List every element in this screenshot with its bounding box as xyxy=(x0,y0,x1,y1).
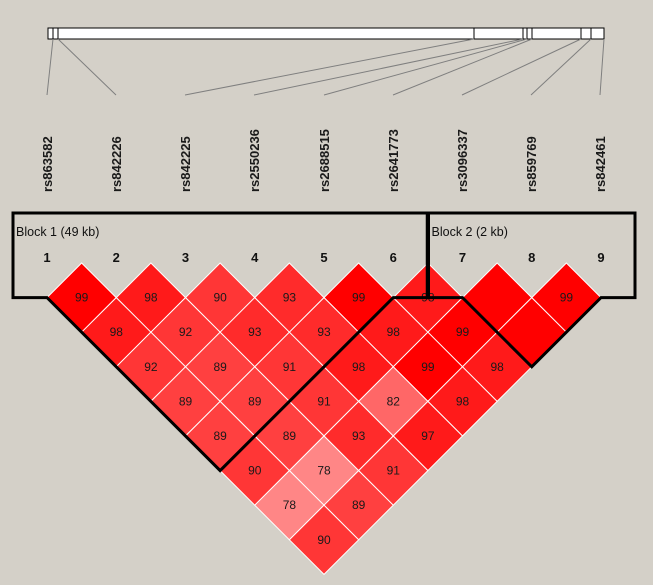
snp-connector xyxy=(323,38,528,96)
ld-cell-value: 89 xyxy=(352,498,366,512)
snp-connector xyxy=(461,38,582,96)
ld-cell-value: 98 xyxy=(387,325,401,339)
ld-cell xyxy=(288,504,360,576)
snp-connector xyxy=(253,38,524,96)
block-outline xyxy=(427,211,637,369)
ld-cell-value: 99 xyxy=(456,325,470,339)
snp-name-label: rs842226 xyxy=(109,136,124,192)
snp-index-label: 8 xyxy=(528,250,535,265)
ld-cell-value: 78 xyxy=(317,464,331,478)
snp-index-label: 5 xyxy=(320,250,327,265)
ld-cell-value: 99 xyxy=(421,360,435,374)
ld-cell-value: 89 xyxy=(248,394,262,408)
ld-cell-value: 98 xyxy=(456,394,470,408)
snp-index-label: 9 xyxy=(597,250,604,265)
snp-connector xyxy=(46,38,54,96)
ld-cell-value: 90 xyxy=(248,464,262,478)
snp-name-label: rs859769 xyxy=(524,136,539,192)
snp-connector xyxy=(599,38,605,96)
snp-name-label: rs2641773 xyxy=(386,129,401,192)
ld-cell-value: 97 xyxy=(421,429,435,443)
snp-index-label: 7 xyxy=(459,250,466,265)
snp-labels: rs863582 rs842226 rs842225 rs2550236 rs26885… xyxy=(40,129,608,192)
chromosome-ruler xyxy=(47,27,605,40)
ruler-bar xyxy=(47,27,605,40)
ld-cells: 99 98 90 93 99 98 99 98 92 93 93 98 99 92 89 91 98 99 98 89… xyxy=(46,262,602,576)
ld-cell-value: 91 xyxy=(387,464,401,478)
ld-cell-value: 78 xyxy=(283,498,297,512)
ld-cell-value: 92 xyxy=(179,325,193,339)
haplotype-blocks: Block 1 (49 kb) Block 2 (2 kb) xyxy=(11,211,637,473)
ld-cell-value: 98 xyxy=(490,360,504,374)
snp-name-label: rs842461 xyxy=(593,136,608,192)
snp-index-label: 2 xyxy=(113,250,120,265)
snp-name-label: rs842225 xyxy=(178,136,193,192)
ld-cell-value: 89 xyxy=(179,394,193,408)
block-label: Block 1 (49 kb) xyxy=(16,225,99,239)
snp-connector xyxy=(184,38,475,96)
ld-cell-value: 98 xyxy=(144,291,158,305)
ld-cell-value: 93 xyxy=(248,325,262,339)
ld-cell-value: 99 xyxy=(560,291,574,305)
ld-cell-value: 91 xyxy=(283,360,297,374)
ld-cell-value: 92 xyxy=(144,360,158,374)
snp-name-label: rs3096337 xyxy=(455,129,470,192)
snp-name-label: rs2688515 xyxy=(317,129,332,192)
snp-name-label: rs863582 xyxy=(40,136,55,192)
ld-cell-value: 90 xyxy=(317,533,331,547)
ld-cell-value: 91 xyxy=(317,394,331,408)
ld-cell-value: 99 xyxy=(75,291,89,305)
snp-index-label: 4 xyxy=(251,250,259,265)
ld-cell-value: 89 xyxy=(213,360,227,374)
snp-connector xyxy=(530,38,592,96)
ld-cell-value: 98 xyxy=(110,325,124,339)
snp-connector xyxy=(392,38,533,96)
snp-connector-lines xyxy=(46,38,605,96)
ld-cell-value: 93 xyxy=(283,291,297,305)
snp-index-label: 1 xyxy=(43,250,50,265)
ld-cell-value: 82 xyxy=(387,394,401,408)
ld-cell-value: 93 xyxy=(352,429,366,443)
ld-cell-value: 89 xyxy=(283,429,297,443)
snp-index-label: 3 xyxy=(182,250,189,265)
snp-connector xyxy=(57,38,117,96)
block-label: Block 2 (2 kb) xyxy=(432,225,508,239)
snp-name-label: rs2550236 xyxy=(247,129,262,192)
ld-cell-value: 98 xyxy=(352,360,366,374)
ld-cell-value: 90 xyxy=(213,291,227,305)
snp-index-label: 6 xyxy=(390,250,397,265)
ld-cell-value: 89 xyxy=(213,429,227,443)
snp-index-labels: 1 2 3 4 5 6 7 8 9 xyxy=(43,250,604,265)
ld-cell-value: 99 xyxy=(352,291,366,305)
ld-cell-value: 93 xyxy=(317,325,331,339)
